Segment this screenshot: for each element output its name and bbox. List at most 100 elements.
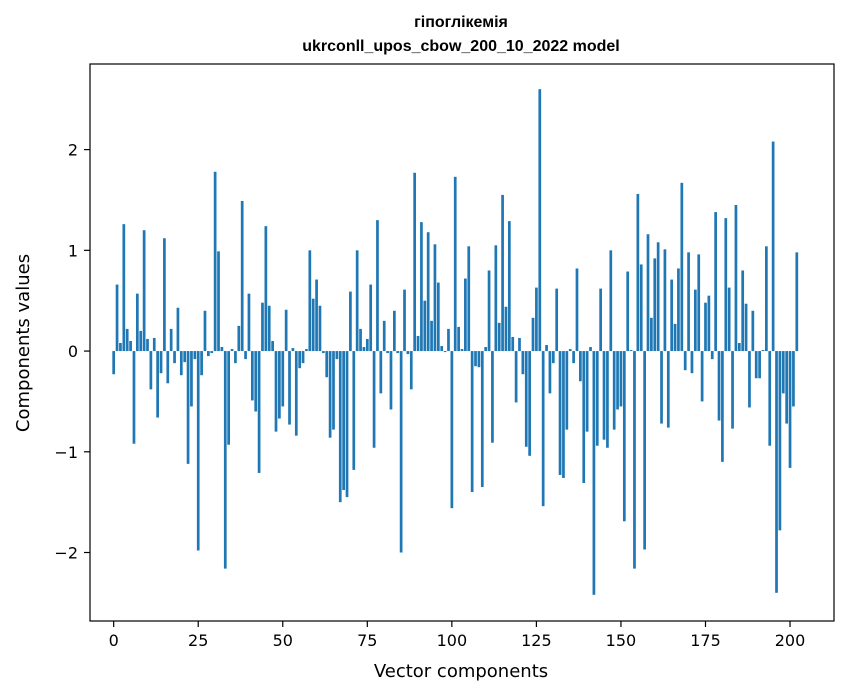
bar bbox=[609, 250, 613, 352]
bar bbox=[443, 351, 447, 353]
bar bbox=[190, 351, 193, 407]
bar bbox=[257, 351, 261, 473]
bar bbox=[504, 306, 508, 352]
bar bbox=[159, 351, 163, 374]
bar bbox=[602, 351, 606, 440]
bar bbox=[433, 244, 437, 352]
bar bbox=[379, 351, 383, 394]
bar bbox=[338, 351, 342, 503]
bar bbox=[521, 351, 525, 375]
bars-group bbox=[112, 89, 799, 595]
bar bbox=[524, 351, 528, 447]
bar bbox=[200, 351, 203, 376]
bar bbox=[555, 288, 559, 352]
bar bbox=[606, 351, 609, 448]
bar bbox=[420, 222, 423, 352]
bar bbox=[768, 351, 772, 446]
bar bbox=[450, 351, 454, 509]
bar bbox=[234, 351, 237, 364]
y-tick-label: −2 bbox=[54, 544, 78, 563]
bar bbox=[592, 351, 596, 595]
bar bbox=[399, 351, 403, 553]
bar bbox=[494, 245, 498, 352]
bar bbox=[775, 351, 778, 593]
bar bbox=[112, 351, 116, 375]
bar bbox=[680, 182, 684, 352]
bar bbox=[440, 346, 444, 352]
bar bbox=[230, 349, 234, 352]
bar bbox=[548, 351, 552, 394]
bar bbox=[342, 351, 345, 491]
bar bbox=[751, 310, 755, 352]
bar bbox=[308, 250, 312, 352]
bar bbox=[301, 351, 305, 364]
bar bbox=[426, 232, 430, 352]
bar bbox=[670, 279, 674, 352]
bar bbox=[227, 351, 231, 445]
bar bbox=[572, 351, 575, 364]
bar bbox=[528, 351, 531, 456]
bar bbox=[382, 320, 386, 352]
bar bbox=[622, 351, 626, 522]
bar bbox=[575, 268, 579, 352]
bar bbox=[582, 351, 586, 484]
bar bbox=[707, 295, 711, 352]
bar bbox=[325, 351, 329, 378]
bar bbox=[183, 351, 187, 363]
bar bbox=[406, 351, 410, 355]
bar bbox=[558, 351, 562, 475]
bar bbox=[223, 351, 227, 569]
x-tick-label: 175 bbox=[690, 631, 721, 650]
bar bbox=[660, 351, 663, 424]
bar bbox=[737, 343, 741, 352]
bar bbox=[244, 351, 247, 360]
bar bbox=[612, 351, 616, 430]
bar bbox=[589, 347, 592, 352]
bar bbox=[535, 287, 538, 352]
y-axis-label: Components values bbox=[13, 254, 34, 432]
bar bbox=[792, 351, 795, 407]
bar bbox=[741, 270, 745, 352]
bar bbox=[217, 251, 220, 352]
bar bbox=[704, 302, 707, 352]
bar bbox=[781, 351, 785, 394]
bar bbox=[653, 258, 657, 352]
x-tick-label: 150 bbox=[606, 631, 637, 650]
bar bbox=[568, 349, 572, 352]
bar bbox=[480, 351, 484, 488]
bar bbox=[721, 351, 724, 462]
bar bbox=[321, 351, 325, 354]
bar bbox=[210, 351, 214, 354]
bar bbox=[677, 268, 680, 352]
bar bbox=[267, 305, 271, 352]
bar bbox=[714, 212, 717, 352]
bar bbox=[599, 288, 603, 352]
x-axis-label: Vector components bbox=[374, 661, 548, 682]
bar bbox=[761, 350, 765, 352]
bar bbox=[616, 351, 619, 410]
bar bbox=[176, 307, 180, 352]
y-axis-ticks: −2 −1 0 1 2 bbox=[54, 141, 90, 563]
bar bbox=[122, 224, 126, 352]
bar bbox=[727, 287, 731, 352]
bar bbox=[254, 351, 258, 412]
bar bbox=[470, 351, 474, 493]
bar bbox=[169, 328, 173, 352]
bar bbox=[328, 351, 332, 438]
bar bbox=[129, 340, 132, 352]
bar bbox=[132, 351, 136, 444]
bar bbox=[693, 289, 697, 352]
bar bbox=[115, 284, 119, 352]
bar bbox=[754, 351, 758, 379]
y-tick-label: 2 bbox=[68, 141, 78, 160]
bar bbox=[355, 250, 359, 352]
bar bbox=[359, 328, 362, 352]
x-tick-label: 75 bbox=[357, 631, 377, 650]
bar bbox=[240, 200, 244, 352]
bar bbox=[531, 317, 535, 352]
bar bbox=[666, 351, 670, 428]
bar bbox=[460, 349, 464, 352]
bar bbox=[788, 351, 792, 468]
bar bbox=[748, 351, 751, 408]
